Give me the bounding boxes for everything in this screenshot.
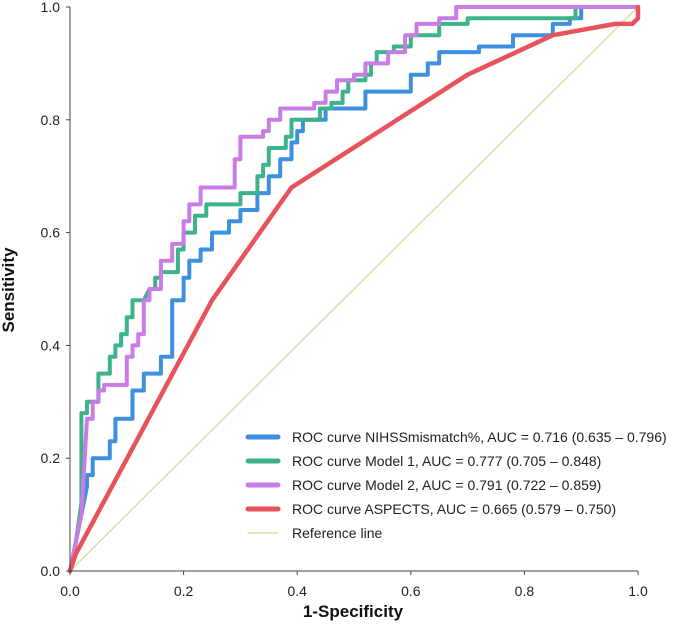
series-line-3 xyxy=(67,4,641,574)
x-tick-label: 0.8 xyxy=(515,583,535,599)
series-line-0 xyxy=(68,5,640,573)
series-layer xyxy=(67,4,641,574)
legend-label: Reference line xyxy=(292,525,382,541)
series-line-1 xyxy=(68,5,640,573)
axes-layer xyxy=(69,7,638,572)
y-tick-label: 0.8 xyxy=(41,112,61,128)
legend: ROC curve NIHSSmismatch%, AUC = 0.716 (0… xyxy=(245,429,667,541)
legend-label: ROC curve NIHSSmismatch%, AUC = 0.716 (0… xyxy=(292,429,667,445)
series-line-4 xyxy=(69,6,639,572)
legend-label: ROC curve ASPECTS, AUC = 0.665 (0.579 – … xyxy=(292,501,616,517)
y-tick-label: 0.6 xyxy=(41,225,61,241)
y-axis-title: Sensitivity xyxy=(0,247,18,333)
ticks-layer: 0.0 0.2 0.4 0.6 0.8 1.0 0.0 0.2 0.4 0.6 0.8 1.0 xyxy=(41,0,648,599)
x-tick-label: 0.0 xyxy=(60,583,80,599)
legend-label: ROC curve Model 2, AUC = 0.791 (0.722 – … xyxy=(292,477,601,493)
y-tick-label: 1.0 xyxy=(41,0,61,15)
x-tick-label: 0.2 xyxy=(174,583,194,599)
x-axis-title: 1-Specificity xyxy=(303,602,404,621)
x-tick-label: 0.4 xyxy=(287,583,307,599)
legend-label: ROC curve Model 1, AUC = 0.777 (0.705 – … xyxy=(292,453,601,469)
series-line-2 xyxy=(68,5,640,573)
y-tick-label: 0.4 xyxy=(41,337,61,353)
y-tick-label: 0.0 xyxy=(41,563,61,579)
x-tick-label: 1.0 xyxy=(628,583,648,599)
x-tick-label: 0.6 xyxy=(401,583,421,599)
y-tick-label: 0.2 xyxy=(41,450,61,466)
